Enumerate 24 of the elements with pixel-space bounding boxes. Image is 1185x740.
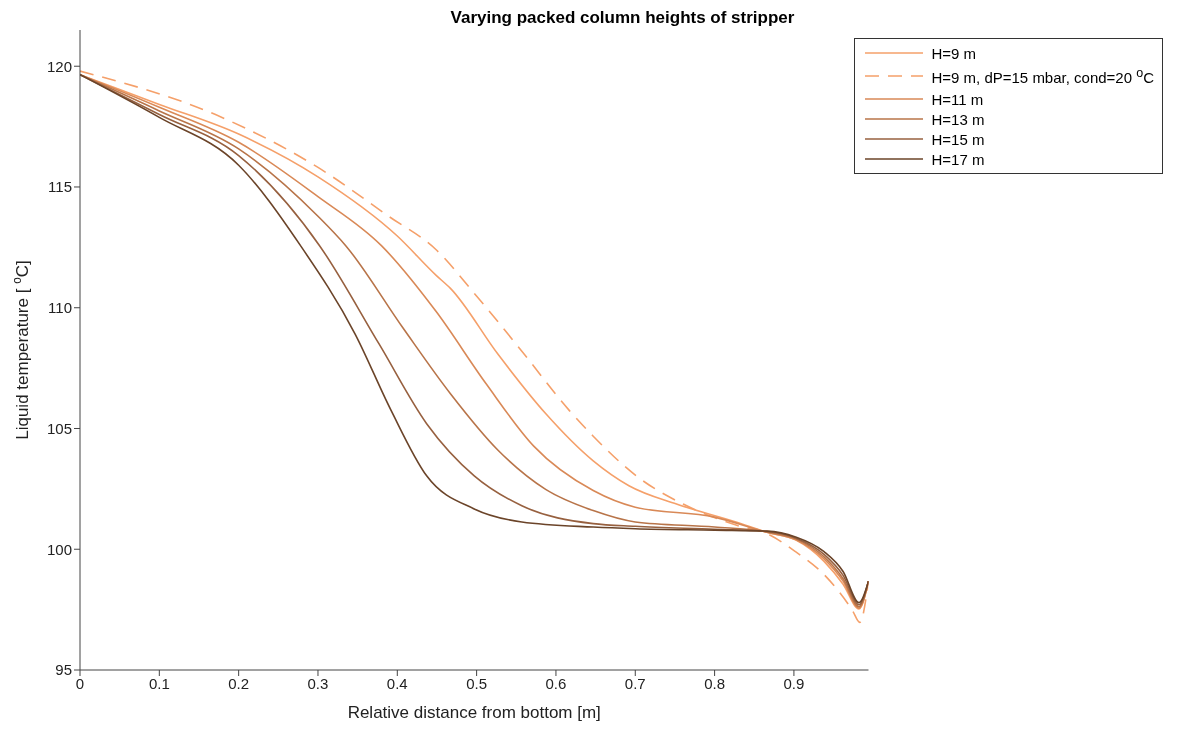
legend-label: H=17 m: [931, 150, 985, 168]
y-tick-label: 105: [46, 419, 72, 437]
legend-label: H=13 m: [931, 110, 985, 128]
x-tick-label: 0.9: [783, 674, 805, 692]
x-tick-label: 0.5: [466, 674, 488, 692]
x-tick-label: 0.2: [228, 674, 250, 692]
legend-label: H=15 m: [931, 130, 985, 148]
y-tick-label: 100: [46, 540, 72, 558]
y-tick-label: 115: [48, 178, 72, 196]
x-tick-label: 0.7: [624, 674, 646, 692]
x-tick-label: 0.1: [148, 674, 170, 692]
y-tick-label: 95: [55, 661, 72, 679]
legend-label: H=9 m, dP=15 mbar, cond=20 $^{o}$C: [931, 66, 1154, 86]
x-tick-label: 0.4: [386, 674, 408, 692]
y-tick-label: 110: [48, 299, 72, 317]
legend-label: H=9 m: [931, 44, 977, 62]
x-tick-label: 0.6: [545, 674, 567, 692]
x-tick-label: 0.8: [704, 674, 726, 692]
y-tick-label: 120: [46, 57, 72, 75]
x-tick-label: 0: [75, 674, 85, 692]
legend-label: H=11 m: [931, 90, 984, 108]
chart-title: Varying packed column heights of stripper: [449, 8, 796, 29]
x-tick-label: 0.3: [307, 674, 329, 692]
x-axis-title: Relative distance from bottom [m]: [347, 703, 601, 722]
